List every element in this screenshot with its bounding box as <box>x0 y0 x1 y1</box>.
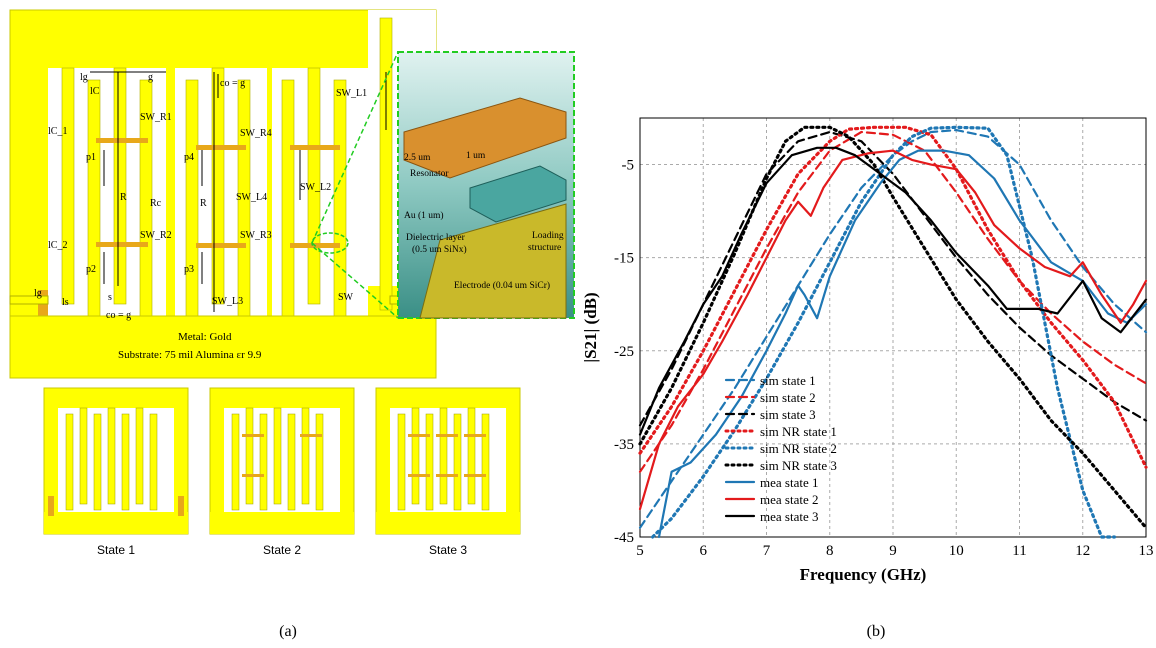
dim-g: g <box>148 72 153 83</box>
x-tick-label: 8 <box>826 543 834 559</box>
substrate-label: Substrate: 75 mil Alumina εr 9.9 <box>118 349 262 361</box>
dim-s: s <box>108 292 112 303</box>
inset-au: Au (1 um) <box>404 210 444 221</box>
y-tick-label: -5 <box>622 158 635 174</box>
legend-label-4: sim NR state 1 <box>760 424 837 439</box>
dim-sw-r2: SW_R2 <box>140 230 172 241</box>
dim-lg-top: lg <box>80 72 88 83</box>
inset-dielectric-1: Dielectric layer <box>406 233 466 243</box>
y-tick-label: -15 <box>614 251 634 267</box>
mems-switch-inset: 2.5 um 1 um Resonator Au (1 um) Dielectr… <box>311 51 575 319</box>
dim-p3: p3 <box>184 264 194 275</box>
legend-label-9: mea state 3 <box>760 509 818 524</box>
dim-sw-r3: SW_R3 <box>240 230 272 241</box>
dim-sw-l4: SW_L4 <box>236 192 267 203</box>
state-1-layout <box>43 387 189 535</box>
x-tick-label: 12 <box>1075 543 1090 559</box>
x-tick-label: 13 <box>1139 543 1154 559</box>
x-tick-label: 7 <box>763 543 771 559</box>
dim-p4: p4 <box>184 152 194 163</box>
series-line-1 <box>638 129 1148 529</box>
series-line-7 <box>657 149 1148 539</box>
series-line-6 <box>638 125 1148 530</box>
x-tick-label: 11 <box>1012 543 1026 559</box>
legend-label-1: sim state 1 <box>760 373 816 388</box>
x-axis-label: Frequency (GHz) <box>800 565 927 584</box>
dim-p1: p1 <box>86 152 96 163</box>
series-line-2 <box>638 130 1148 473</box>
inset-loading-2: structure <box>528 243 561 253</box>
series-line-3 <box>638 130 1148 427</box>
x-tick-label: 9 <box>889 543 897 559</box>
x-tick-label: 6 <box>700 543 708 559</box>
state-2-layout <box>209 387 355 535</box>
x-tick-label: 5 <box>636 543 644 559</box>
dim-sw-l3: SW_L3 <box>212 296 243 307</box>
state-1-label: State 1 <box>97 543 135 557</box>
figure-panel-a: lg lC g co = g SW_L1 lC_1 SW_R1 SW_R4 p1… <box>9 9 575 640</box>
state-3-label: State 3 <box>429 543 467 557</box>
dim-sw-l2: SW_L2 <box>300 182 331 193</box>
state-thumbnails: State 1 State 2 State 3 <box>43 387 521 557</box>
s21-chart: 5 6 7 8 9 10 11 12 13 -5 -15 -25 -35 -45 Frequency (GH… <box>581 117 1154 584</box>
inset-resonator: Resonator <box>410 169 449 179</box>
dim-sw-r1: SW_R1 <box>140 112 172 123</box>
plot-frame <box>639 117 1147 538</box>
series-line-9 <box>638 146 1148 436</box>
y-axis-label: |S21| (dB) <box>581 292 600 362</box>
y-tick-label: -45 <box>614 530 634 546</box>
caption-b: (b) <box>867 623 886 640</box>
dim-ls: ls <box>62 297 69 308</box>
dim-sw-l1: SW_L1 <box>336 88 367 99</box>
metal-label: Metal: Gold <box>178 331 232 343</box>
caption-a: (a) <box>279 623 297 640</box>
dim-co-g-bottom: co = g <box>106 310 131 321</box>
x-tick-label: 10 <box>949 543 964 559</box>
legend-label-6: sim NR state 3 <box>760 458 837 473</box>
dim-rc: Rc <box>150 198 162 209</box>
dim-co-g-top: co = g <box>220 78 245 89</box>
dim-lg-bottom: lg <box>34 288 42 299</box>
inset-thickness-resonator: 2.5 um <box>404 153 431 163</box>
inset-electrode: Electrode (0.04 um SiCr) <box>454 280 550 291</box>
dim-p2: p2 <box>86 264 96 275</box>
series-line-8 <box>638 149 1148 511</box>
dim-lc: lC <box>90 86 100 97</box>
legend-label-3: sim state 3 <box>760 407 816 422</box>
legend-label-7: mea state 1 <box>760 475 818 490</box>
dim-r-left: R <box>120 192 127 203</box>
dim-lc-1: lC_1 <box>48 126 67 137</box>
filter-layout: lg lC g co = g SW_L1 lC_1 SW_R1 SW_R4 p1… <box>9 9 437 379</box>
y-tick-label: -35 <box>614 437 634 453</box>
inset-thickness-gap: 1 um <box>466 151 486 161</box>
inset-dielectric-2: (0.5 um SiNx) <box>412 244 467 255</box>
dim-sw-r4: SW_R4 <box>240 128 272 139</box>
series-line-4 <box>638 125 1148 469</box>
inset-loading-1: Loading <box>532 231 564 241</box>
state-3-layout <box>375 387 521 535</box>
dim-sw: SW <box>338 292 354 303</box>
legend-label-8: mea state 2 <box>760 492 818 507</box>
legend-label-2: sim state 2 <box>760 390 816 405</box>
dim-lc-2: lC_2 <box>48 240 67 251</box>
dim-r-mid: R <box>200 198 207 209</box>
y-tick-label: -25 <box>614 344 634 360</box>
state-2-label: State 2 <box>263 543 301 557</box>
legend-label-5: sim NR state 2 <box>760 441 837 456</box>
